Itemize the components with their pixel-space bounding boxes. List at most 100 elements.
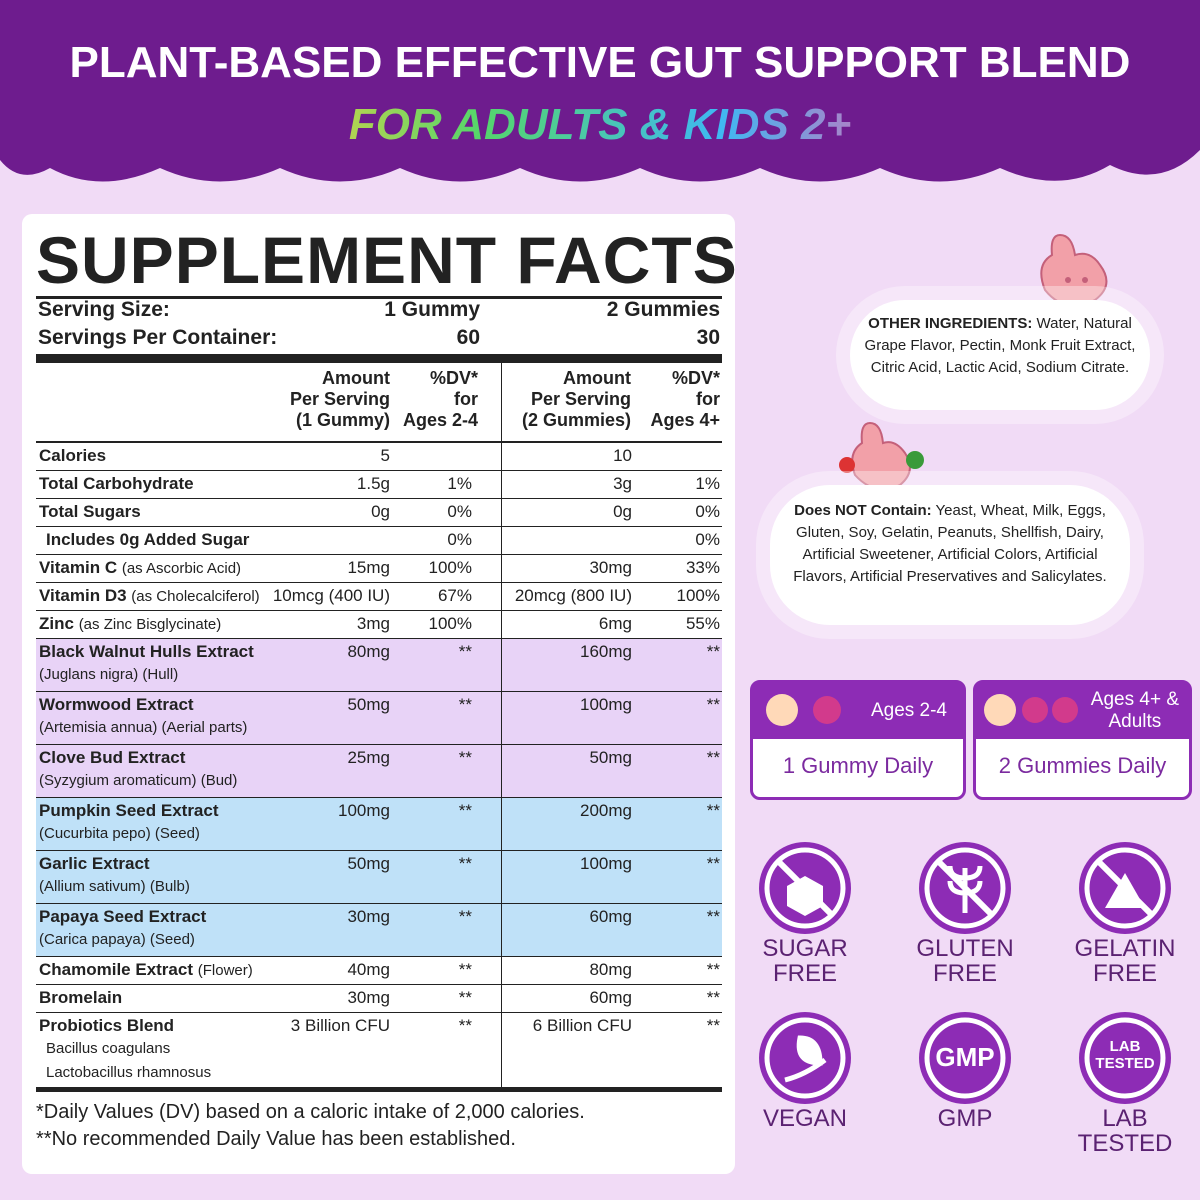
badge-icon <box>919 842 1011 934</box>
row-value: 200mg <box>580 801 632 820</box>
rule <box>36 850 722 851</box>
badge-icon <box>759 1012 851 1104</box>
row-sub: (Allium sativum) (Bulb) <box>39 878 190 895</box>
row-value: ** <box>458 988 472 1007</box>
row-value: 15mg <box>347 558 390 577</box>
rule <box>36 638 722 639</box>
row-value: ** <box>706 988 720 1007</box>
rule <box>36 1012 722 1013</box>
row-value: ** <box>706 801 720 820</box>
does-not-contain: Does NOT Contain: Yeast, Wheat, Milk, Eg… <box>780 500 1120 588</box>
does-not-contain-cloud <box>770 485 1130 625</box>
rule <box>36 441 722 443</box>
footnote: *Daily Values (DV) based on a caloric in… <box>36 1101 585 1123</box>
badge-label: GELATIN FREE <box>1074 935 1176 987</box>
dosage-dose: 2 Gummies Daily <box>998 753 1167 778</box>
row-value: 1% <box>695 474 720 493</box>
serving-value: 1 Gummy <box>384 298 480 321</box>
row-value: 10 <box>613 446 632 465</box>
row-name: Pumpkin Seed Extract <box>39 801 219 820</box>
badge-icon <box>919 1012 1011 1104</box>
row-value: 30mg <box>347 907 390 926</box>
rule <box>36 296 722 299</box>
rule <box>36 470 722 471</box>
rule <box>36 554 722 555</box>
row-name: Chamomile Extract (Flower) <box>39 960 253 980</box>
note: (as Zinc Bisglycinate) <box>78 616 222 633</box>
rule <box>36 797 722 798</box>
row-name: Clove Bud Extract <box>39 748 186 767</box>
badge-label: SUGAR FREE <box>762 935 848 987</box>
row-value: 60mg <box>589 988 632 1007</box>
row-name: Black Walnut Hulls Extract <box>39 642 254 661</box>
name: Vitamin C <box>39 558 118 577</box>
row-sub: (Juglans nigra) (Hull) <box>39 666 179 683</box>
badge-label: GLUTEN FREE <box>916 935 1014 987</box>
row-value: 10mcg (400 IU) <box>272 586 390 605</box>
rule <box>36 691 722 692</box>
column-header: %DV* for Ages 2-4 <box>402 368 478 430</box>
rule <box>36 984 722 985</box>
row-value: 6mg <box>598 614 632 633</box>
row-value: 0% <box>695 502 720 521</box>
row-value: ** <box>706 642 720 661</box>
row-name: Total Carbohydrate <box>39 474 194 493</box>
row-band <box>36 798 722 851</box>
name: Zinc <box>39 614 74 633</box>
rule <box>36 1088 722 1092</box>
name: Vitamin D3 <box>39 586 127 605</box>
row-value: 100% <box>428 614 472 633</box>
serving-value: 30 <box>696 326 720 349</box>
row-sub: Bacillus coagulans <box>46 1040 171 1057</box>
row-name: Papaya Seed Extract <box>39 907 207 926</box>
row-value: 0g <box>371 502 390 521</box>
text: Water, Natural Grape Flavor, Pectin, Mon… <box>864 315 1136 376</box>
row-name: Vitamin C (as Ascorbic Acid) <box>39 558 241 578</box>
badge-label: GMP <box>937 1105 993 1132</box>
row-value: 100mg <box>580 695 632 714</box>
row-value: ** <box>458 801 472 820</box>
row-value: 0g <box>613 502 632 521</box>
row-value: 1.5g <box>356 474 390 493</box>
badge-icon <box>1079 1012 1171 1104</box>
row-name: Garlic Extract <box>39 854 150 873</box>
row-band <box>36 851 722 904</box>
row-name: Zinc (as Zinc Bisglycinate) <box>39 614 221 634</box>
row-value: 67% <box>437 586 472 605</box>
row-value: 55% <box>685 614 720 633</box>
row-value: ** <box>458 695 472 714</box>
rule <box>36 526 722 527</box>
row-value: ** <box>706 907 720 926</box>
badge-label: VEGAN <box>762 1105 848 1132</box>
row-sub: (Carica papaya) (Seed) <box>39 931 195 948</box>
row-value: 40mg <box>347 960 390 979</box>
note: (as Cholecalciferol) <box>131 588 260 605</box>
kid-icons <box>984 694 1078 726</box>
row-value: 20mcg (800 IU) <box>514 586 632 605</box>
row-value: 6 Billion CFU <box>532 1016 632 1035</box>
row-value: 25mg <box>347 748 390 767</box>
badge-icon <box>1079 842 1171 934</box>
badge-icon-text: LAB TESTED <box>1095 1038 1155 1072</box>
text: Yeast, Wheat, Milk, Eggs, Gluten, Soy, G… <box>793 502 1107 585</box>
row-sub: Lactobacillus rhamnosus <box>46 1064 212 1081</box>
rule <box>36 956 722 957</box>
row-name: Wormwood Extract <box>39 695 194 714</box>
row-value: ** <box>706 854 720 873</box>
column-header: Amount Per Serving (1 Gummy) <box>289 368 390 430</box>
rule <box>36 582 722 583</box>
footnote: **No recommended Daily Value has been es… <box>36 1128 516 1150</box>
row-value: 100mg <box>580 854 632 873</box>
rule <box>36 354 722 363</box>
rule <box>36 1087 722 1088</box>
dosage-card: Ages 2-4 1 Gummy Daily <box>750 680 966 800</box>
row-value: ** <box>458 960 472 979</box>
row-value: 100% <box>428 558 472 577</box>
row-value: ** <box>458 642 472 661</box>
row-value: 50mg <box>347 695 390 714</box>
rule <box>36 498 722 499</box>
row-value: 100mg <box>338 801 390 820</box>
row-band <box>36 639 722 692</box>
row-value: ** <box>458 1016 472 1035</box>
row-value: ** <box>706 960 720 979</box>
